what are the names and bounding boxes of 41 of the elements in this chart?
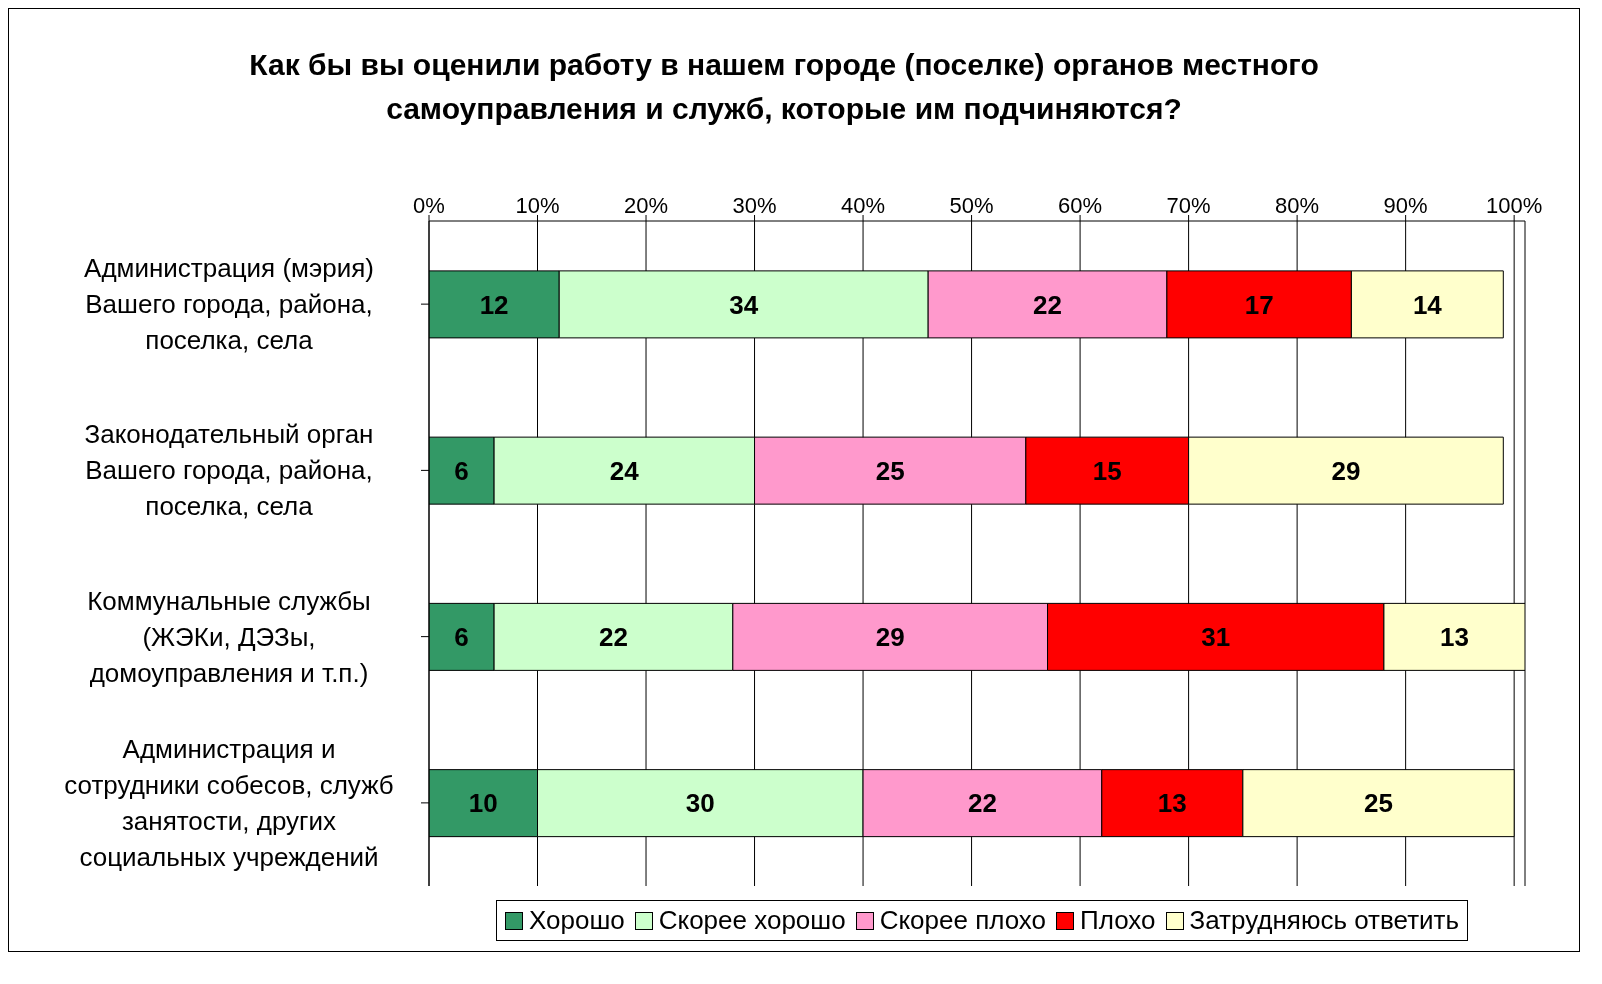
legend-label: Затрудняюсь ответить	[1188, 905, 1460, 936]
x-tick-label: 30%	[732, 193, 777, 218]
x-tick-label: 80%	[1275, 193, 1320, 218]
data-label: 22	[967, 788, 997, 819]
data-label: 25	[1364, 788, 1393, 819]
x-tick-label: 40%	[841, 193, 886, 218]
data-label: 30	[685, 788, 715, 819]
y-tick-label: Коммунальные службы (ЖЭКи, ДЭЗы, домоуправления и т.п.)	[87, 585, 371, 688]
data-label: 12	[479, 289, 509, 320]
data-label: 22	[599, 622, 628, 653]
y-tick-label: Законодательный орган Вашего города, района, поселка, села	[84, 419, 374, 522]
data-label: 24	[609, 455, 640, 486]
data-label: 22	[1033, 289, 1062, 320]
x-tick-label: 0%	[413, 193, 445, 218]
data-label: 6	[454, 622, 469, 653]
x-tick-label: 100%	[1486, 193, 1543, 218]
x-tick-label: 70%	[1166, 193, 1211, 218]
legend-label: Плохо	[1079, 905, 1156, 936]
data-label: 34	[729, 289, 759, 320]
y-tick-label: Администрация и сотрудники собесов, служб занятости, других социальных учреждений	[64, 733, 394, 872]
data-label: 17	[1244, 289, 1274, 320]
chart-title: Как бы вы оценили работу в нашем городе (поселке) органов местного самоуправления и служб, которые им подчиняются?	[248, 47, 1320, 127]
data-label: 29	[875, 622, 905, 653]
data-label: 31	[1201, 622, 1231, 653]
data-label: 15	[1092, 455, 1122, 486]
data-label: 25	[875, 455, 905, 486]
legend-label: Скорее хорошо	[657, 905, 846, 936]
data-label: 13	[1157, 788, 1187, 819]
x-tick-label: 10%	[515, 193, 560, 218]
data-label: 14	[1412, 289, 1443, 320]
x-tick-label: 50%	[949, 193, 994, 218]
legend-label: Скорее плохо	[878, 905, 1047, 936]
data-label: 29	[1331, 455, 1361, 486]
data-label: 13	[1440, 622, 1469, 653]
x-tick-label: 90%	[1383, 193, 1428, 218]
x-tick-label: 60%	[1058, 193, 1103, 218]
data-label: 6	[454, 455, 469, 486]
y-tick-label: Администрация (мэрия) Вашего города, района, поселка, села	[84, 253, 374, 356]
data-label: 10	[468, 788, 498, 819]
legend-label: Хорошо	[527, 905, 625, 936]
x-tick-label: 20%	[624, 193, 669, 218]
